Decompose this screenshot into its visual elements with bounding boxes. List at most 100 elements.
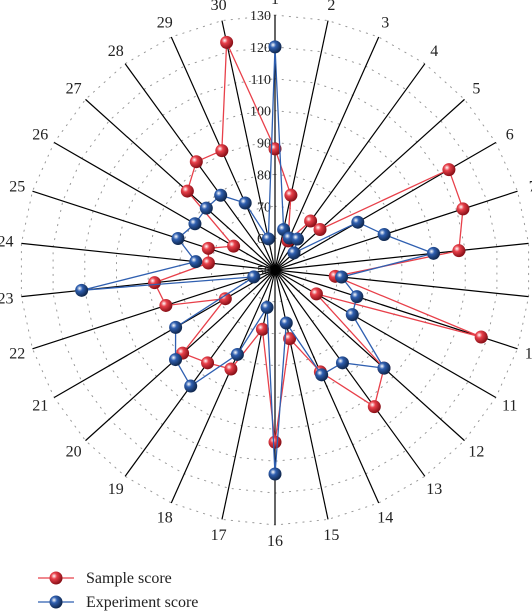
data-point-1-20 (169, 353, 183, 367)
category-label-6: 6 (506, 127, 514, 144)
category-label-1: 1 (271, 0, 279, 8)
data-point-1-19 (184, 379, 198, 393)
data-point-0-21 (218, 292, 232, 306)
data-point-0-30 (220, 35, 234, 49)
legend-label-1: Experiment score (86, 594, 198, 611)
spoke-5 (274, 98, 465, 271)
category-label-30: 30 (211, 0, 227, 14)
data-point-1-29 (238, 196, 252, 210)
data-point-1-14 (315, 368, 329, 382)
category-label-11: 11 (502, 398, 517, 415)
category-label-25: 25 (9, 178, 25, 195)
data-point-0-26 (227, 239, 241, 253)
category-label-29: 29 (157, 14, 173, 31)
spoke-3 (274, 36, 380, 271)
tick-label-70: 70 (257, 200, 271, 215)
data-point-1-17 (260, 300, 274, 314)
legend-label-0: Sample score (86, 570, 172, 587)
category-label-12: 12 (468, 443, 484, 460)
series-line-0 (153, 42, 482, 443)
data-point-1-23 (75, 283, 89, 297)
spoke-30 (221, 20, 276, 271)
data-point-0-27 (180, 184, 194, 198)
data-point-0-19 (201, 356, 215, 370)
category-label-10: 10 (525, 346, 532, 363)
spoke-13 (274, 269, 426, 477)
category-label-16: 16 (267, 533, 283, 550)
category-label-17: 17 (211, 527, 227, 544)
tick-label-110: 110 (251, 73, 271, 88)
data-point-0-16 (268, 435, 282, 449)
data-point-1-22 (247, 270, 261, 284)
spoke-14 (274, 269, 380, 504)
category-label-24: 24 (0, 234, 13, 251)
data-point-1-7 (377, 228, 391, 242)
category-label-14: 14 (377, 510, 393, 527)
data-point-1-18 (230, 347, 244, 361)
data-point-1-26 (188, 217, 202, 231)
data-point-1-11 (345, 308, 359, 322)
category-label-7: 7 (529, 178, 532, 195)
legend-item-0: Sample score (38, 570, 172, 587)
data-point-0-29 (215, 144, 229, 158)
data-point-0-25 (201, 241, 215, 255)
data-point-0-11 (309, 287, 323, 301)
data-point-1-24 (189, 255, 203, 269)
series-layer (75, 35, 488, 481)
category-label-20: 20 (66, 443, 82, 460)
data-point-0-6 (442, 163, 456, 177)
data-point-0-24 (201, 256, 215, 270)
spoke-12 (274, 269, 465, 442)
spoke-9 (274, 269, 529, 298)
spoke-7 (274, 190, 518, 271)
data-point-1-16 (268, 467, 282, 481)
data-point-0-23 (148, 276, 162, 290)
tick-label-80: 80 (257, 168, 271, 183)
spoke-19 (124, 269, 276, 477)
category-label-3: 3 (381, 14, 389, 31)
data-point-1-4 (290, 232, 304, 246)
spoke-22 (32, 269, 276, 350)
data-point-1-13 (335, 356, 349, 370)
category-label-13: 13 (426, 481, 442, 498)
category-label-23: 23 (0, 290, 13, 307)
category-label-26: 26 (32, 127, 48, 144)
category-labels: 1234567891011121314151617181920212223242… (0, 0, 532, 550)
category-label-19: 19 (108, 481, 124, 498)
data-point-1-12 (377, 361, 391, 375)
category-label-4: 4 (430, 43, 438, 60)
legend: Sample score Experiment score (38, 570, 198, 611)
data-point-1-21 (169, 320, 183, 334)
tick-label-90: 90 (257, 137, 271, 152)
spoke-24 (21, 242, 276, 271)
category-label-28: 28 (108, 43, 124, 60)
spoke-6 (274, 141, 497, 271)
data-point-1-8 (427, 246, 441, 260)
data-point-0-7 (456, 202, 470, 216)
category-label-27: 27 (66, 81, 82, 98)
category-label-2: 2 (327, 0, 335, 14)
spoke-15 (274, 269, 329, 520)
category-label-15: 15 (323, 527, 339, 544)
data-point-1-5 (287, 246, 301, 260)
data-point-1-30 (261, 232, 275, 246)
data-point-0-28 (189, 155, 203, 169)
category-label-5: 5 (472, 81, 480, 98)
radial-tick-labels: 5060708090100110120130 (250, 9, 271, 279)
data-point-0-22 (159, 298, 173, 312)
tick-label-50: 50 (257, 264, 271, 279)
data-point-1-28 (214, 188, 228, 202)
data-point-0-4 (304, 214, 318, 228)
data-point-0-5 (313, 222, 327, 236)
data-point-1-27 (199, 201, 213, 215)
category-label-21: 21 (32, 398, 48, 415)
data-point-0-17 (255, 322, 269, 336)
legend-item-1: Experiment score (38, 594, 198, 611)
spoke-8 (274, 242, 529, 271)
data-point-0-15 (283, 332, 297, 346)
data-point-0-10 (474, 330, 488, 344)
legend-marker-1 (49, 595, 63, 609)
spoke-25 (32, 190, 276, 271)
data-point-1-6 (351, 215, 365, 229)
